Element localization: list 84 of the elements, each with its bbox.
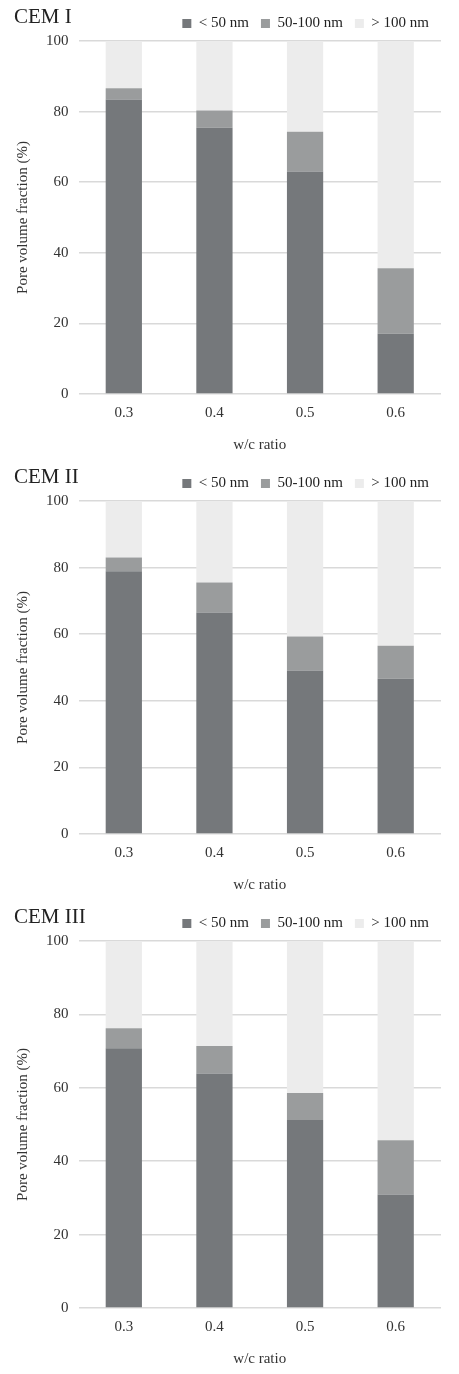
x-axis-title: w/c ratio bbox=[233, 435, 287, 452]
bar bbox=[105, 1028, 142, 1049]
bar bbox=[286, 131, 324, 172]
bar bbox=[377, 501, 414, 646]
bar bbox=[377, 678, 414, 834]
bar bbox=[196, 110, 233, 128]
bar bbox=[105, 941, 142, 1029]
y-tick-label: 20 bbox=[53, 758, 69, 775]
bar bbox=[196, 501, 233, 583]
chart-title: CEM I bbox=[14, 4, 72, 29]
legend-label: > 100 nm bbox=[371, 14, 430, 31]
bar bbox=[105, 571, 142, 834]
bar bbox=[377, 268, 414, 334]
y-axis-title: Pore volume fraction (%) bbox=[13, 591, 31, 744]
y-tick-label: 40 bbox=[53, 691, 69, 708]
chart-title: CEM II bbox=[14, 464, 79, 489]
bar bbox=[105, 501, 142, 558]
legend-label: < 50 nm bbox=[198, 14, 250, 31]
x-tick-label: 0.5 bbox=[295, 1317, 315, 1334]
bar bbox=[105, 88, 142, 100]
x-axis-title: w/c ratio bbox=[233, 1349, 287, 1366]
x-tick-label: 0.3 bbox=[114, 843, 134, 860]
bar bbox=[196, 41, 233, 111]
bar bbox=[196, 1073, 233, 1308]
y-tick-label: 20 bbox=[53, 314, 69, 331]
bar bbox=[105, 99, 142, 394]
bar bbox=[286, 941, 324, 1093]
bar bbox=[377, 1194, 414, 1308]
bar bbox=[286, 670, 324, 834]
bar bbox=[196, 612, 233, 834]
legend-label: > 100 nm bbox=[371, 474, 430, 491]
bar bbox=[377, 941, 414, 1141]
y-tick-label: 100 bbox=[46, 931, 69, 948]
y-tick-label: 0 bbox=[61, 824, 69, 841]
y-tick-label: 100 bbox=[46, 491, 69, 508]
legend-label: 50-100 nm bbox=[277, 914, 344, 931]
bar bbox=[196, 127, 233, 394]
legend-label: 50-100 nm bbox=[277, 14, 344, 31]
x-axis-title: w/c ratio bbox=[233, 875, 287, 892]
bar bbox=[286, 501, 324, 637]
y-tick-label: 80 bbox=[53, 558, 69, 575]
bar bbox=[286, 636, 324, 671]
bar bbox=[196, 1045, 233, 1074]
legend-label: 50-100 nm bbox=[277, 474, 344, 491]
bar bbox=[105, 41, 142, 89]
x-tick-label: 0.6 bbox=[386, 843, 406, 860]
legend-label: > 100 nm bbox=[371, 914, 430, 931]
x-tick-label: 0.4 bbox=[205, 403, 225, 420]
bar bbox=[105, 1048, 142, 1308]
y-tick-label: 60 bbox=[53, 173, 69, 190]
x-tick-label: 0.4 bbox=[205, 1317, 225, 1334]
y-axis-title: Pore volume fraction (%) bbox=[13, 1048, 31, 1201]
bar bbox=[286, 171, 324, 394]
y-tick-label: 60 bbox=[53, 625, 69, 642]
bar bbox=[196, 941, 233, 1046]
bar bbox=[286, 1120, 324, 1308]
y-tick-label: 0 bbox=[61, 1298, 69, 1315]
y-tick-label: 20 bbox=[53, 1225, 69, 1242]
y-tick-label: 0 bbox=[61, 384, 69, 401]
bar bbox=[286, 41, 324, 132]
bar bbox=[196, 582, 233, 613]
bar bbox=[105, 557, 142, 572]
x-tick-label: 0.5 bbox=[295, 843, 315, 860]
legend-label: < 50 nm bbox=[198, 914, 250, 931]
x-tick-label: 0.3 bbox=[114, 1317, 134, 1334]
y-axis-title: Pore volume fraction (%) bbox=[13, 141, 31, 294]
bar bbox=[377, 1140, 414, 1195]
x-tick-label: 0.4 bbox=[205, 843, 225, 860]
x-tick-label: 0.6 bbox=[386, 1317, 406, 1334]
x-tick-label: 0.5 bbox=[295, 403, 315, 420]
bar bbox=[286, 1092, 324, 1121]
bar bbox=[377, 333, 414, 394]
x-tick-label: 0.6 bbox=[386, 403, 406, 420]
y-tick-label: 100 bbox=[46, 31, 69, 48]
y-tick-label: 80 bbox=[53, 1005, 69, 1022]
y-tick-label: 80 bbox=[53, 102, 69, 119]
bar bbox=[377, 41, 414, 269]
legend-label: < 50 nm bbox=[198, 474, 250, 491]
x-tick-label: 0.3 bbox=[114, 403, 134, 420]
y-tick-label: 40 bbox=[53, 1152, 69, 1169]
bar bbox=[377, 645, 414, 679]
y-tick-label: 40 bbox=[53, 243, 69, 260]
y-tick-label: 60 bbox=[53, 1078, 69, 1095]
chart-title: CEM III bbox=[14, 904, 86, 929]
